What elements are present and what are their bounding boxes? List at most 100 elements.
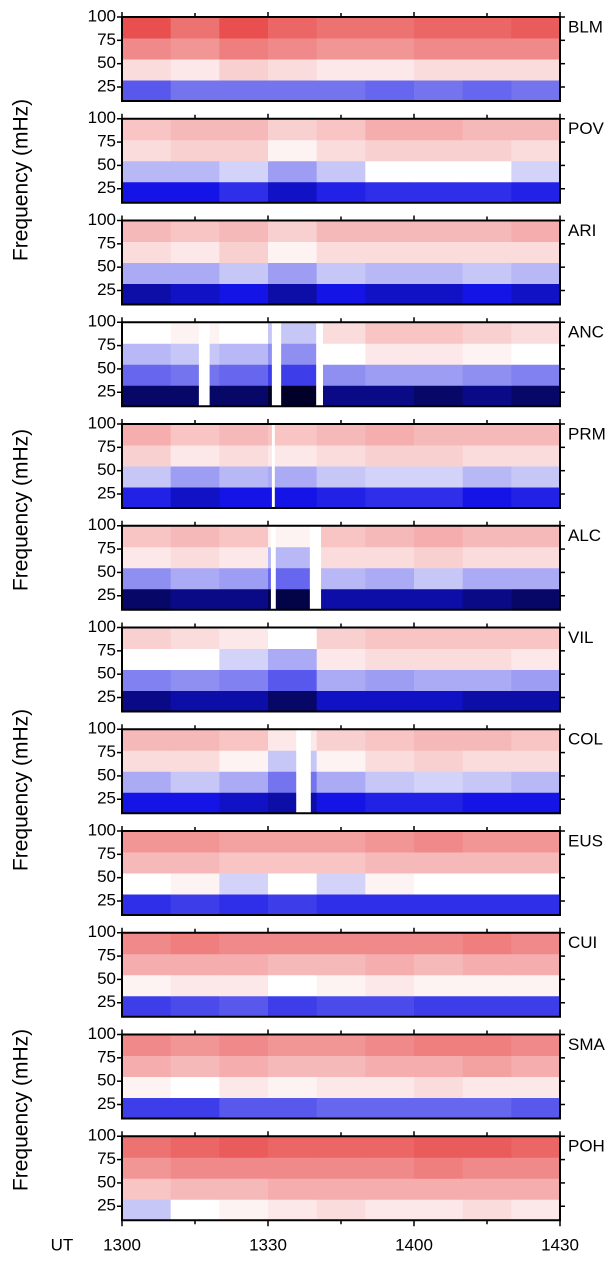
- x-tick-label: 1330: [249, 1235, 287, 1254]
- heat-cell: [316, 831, 366, 853]
- heat-cell: [365, 364, 415, 386]
- heat-cell: [268, 995, 318, 1018]
- heat-cell: [170, 974, 220, 997]
- heat-cell: [219, 729, 269, 751]
- y-tick-label: 75: [97, 335, 116, 354]
- heat-cell: [268, 669, 318, 691]
- heat-cell: [219, 17, 269, 39]
- heat-cell: [365, 1157, 415, 1179]
- heat-cell: [365, 995, 415, 1018]
- heat-cell: [316, 364, 366, 386]
- y-tick-label: 50: [97, 765, 116, 784]
- station-label: EUS: [568, 831, 603, 850]
- heat-cell: [462, 567, 512, 590]
- heat-cell: [122, 322, 172, 344]
- heat-cell: [511, 385, 561, 407]
- heat-cell: [365, 118, 415, 141]
- heat-cell: [219, 792, 269, 814]
- heat-cell: [316, 1136, 366, 1158]
- x-axis-label: UT: [51, 1235, 74, 1254]
- heat-cell: [268, 445, 318, 467]
- heat-cell: [268, 487, 318, 509]
- station-label: ALC: [568, 526, 601, 545]
- heat-cell: [365, 873, 415, 895]
- y-tick-label: 25: [97, 280, 116, 299]
- heat-cell: [365, 241, 415, 263]
- y-tick-label: 100: [88, 312, 116, 331]
- heat-cell: [365, 262, 415, 284]
- heat-cell: [365, 648, 415, 670]
- heat-cell: [219, 59, 269, 81]
- heat-cell: [219, 1097, 269, 1119]
- heat-cell: [268, 690, 318, 712]
- heat-cell: [462, 364, 512, 386]
- heat-cell: [511, 974, 561, 997]
- heat-cell: [511, 750, 561, 772]
- heat-cell: [122, 932, 172, 955]
- y-tick-label: 100: [88, 210, 116, 229]
- heat-cell: [511, 283, 561, 305]
- heat-cell: [170, 220, 220, 242]
- heat-cell: [316, 974, 366, 997]
- heat-cell: [316, 38, 366, 60]
- heat-cell: [462, 792, 512, 814]
- heat-cell: [170, 38, 220, 60]
- heat-cell: [170, 139, 220, 162]
- station-label: VIL: [568, 628, 594, 647]
- heat-cell: [365, 80, 415, 102]
- heat-cell: [122, 466, 172, 488]
- heat-cell: [268, 953, 318, 976]
- heat-cell: [170, 322, 220, 344]
- heat-cell: [462, 283, 512, 305]
- heat-cell: [122, 792, 172, 814]
- heat-cell: [414, 283, 464, 305]
- heat-cell: [122, 139, 172, 162]
- heat-cell: [462, 873, 512, 895]
- heat-cell: [316, 283, 366, 305]
- heat-cell: [268, 546, 318, 569]
- heat-cell: [414, 1034, 464, 1056]
- heat-cell: [462, 424, 512, 446]
- heat-cell: [268, 220, 318, 242]
- heat-cell: [219, 588, 269, 611]
- heat-cell: [170, 59, 220, 81]
- heat-cell: [365, 567, 415, 590]
- heat-cell: [316, 1055, 366, 1077]
- y-tick-label: 25: [97, 382, 116, 401]
- heat-cell: [170, 364, 220, 386]
- heat-cell: [414, 38, 464, 60]
- heat-cell: [414, 1157, 464, 1179]
- heat-cell: [462, 1055, 512, 1077]
- heat-cell: [365, 1199, 415, 1221]
- y-tick-label: 100: [88, 617, 116, 636]
- heat-cell: [414, 241, 464, 263]
- heat-cell: [219, 241, 269, 263]
- heat-cell: [462, 1178, 512, 1200]
- heat-cell: [414, 792, 464, 814]
- heat-cell: [462, 932, 512, 955]
- heat-cell: [414, 894, 464, 916]
- heat-cell: [219, 873, 269, 895]
- y-tick-label: 75: [97, 1149, 116, 1168]
- heat-cell: [414, 588, 464, 611]
- heat-cell: [414, 525, 464, 548]
- y-tick-label: 50: [97, 155, 116, 174]
- data-gap: [316, 322, 323, 407]
- heat-cell: [365, 139, 415, 162]
- heat-cell: [462, 1097, 512, 1119]
- heat-cell: [414, 181, 464, 204]
- heat-cell: [414, 1055, 464, 1077]
- heat-cell: [511, 160, 561, 183]
- heat-cell: [462, 181, 512, 204]
- heat-cell: [122, 1199, 172, 1221]
- heat-cell: [122, 118, 172, 141]
- heat-cell: [462, 750, 512, 772]
- y-tick-label: 25: [97, 1094, 116, 1113]
- heat-cell: [316, 160, 366, 183]
- heat-cell: [268, 852, 318, 874]
- heat-cell: [414, 364, 464, 386]
- heat-cell: [170, 1034, 220, 1056]
- heat-cell: [170, 995, 220, 1018]
- y-tick-label: 75: [97, 233, 116, 252]
- heat-cell: [365, 852, 415, 874]
